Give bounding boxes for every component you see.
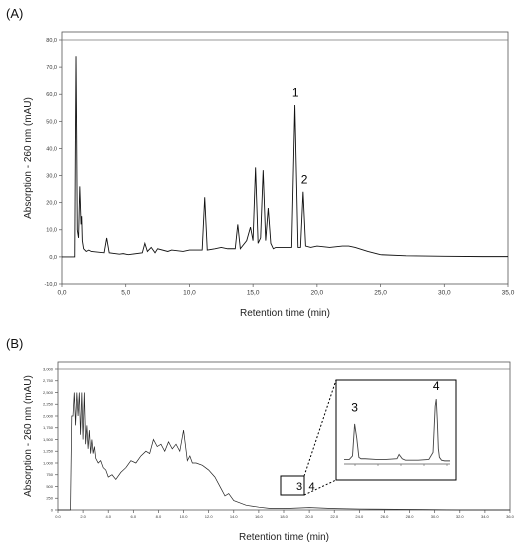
x-tick-label: 36.0: [506, 514, 515, 519]
panel-b-label: (B): [6, 336, 23, 351]
zoom-line-top: [303, 379, 337, 477]
panel-a-y-ticks: -10,0 0,0 10,0 20,0 30,0 40,0 50,0 60,0 70,0 80,0: [44, 38, 62, 288]
inset-series-line: [344, 399, 450, 462]
panel-a-x-axis-title: Retention time (min): [240, 308, 330, 319]
inset-ticks: [354, 464, 448, 466]
x-tick-label: 12.0: [205, 514, 214, 519]
x-tick-label: 28.0: [406, 514, 415, 519]
x-tick-label: 26.0: [381, 514, 390, 519]
x-tick-label: 10.0: [180, 514, 189, 519]
panel-b-series-line: [58, 392, 510, 511]
panel-a: (A) -10,00,010,020,030,040,050,060,070,0…: [6, 6, 515, 319]
x-tick-label: 2.0: [80, 514, 86, 519]
y-tick-label: 1,750: [43, 425, 54, 430]
x-tick-label: 30,0: [438, 290, 451, 297]
x-tick-label: 22.0: [330, 514, 339, 519]
y-tick-label: 40,0: [46, 146, 57, 152]
zoom-line-bottom: [303, 479, 337, 496]
y-tick-label: 1,250: [43, 449, 54, 454]
y-tick-label: 10,0: [46, 228, 57, 234]
x-tick-label: 8.0: [156, 514, 162, 519]
y-tick-label: 750: [46, 472, 53, 477]
inset-zoom: 3 4: [335, 379, 457, 481]
peak-label-2: 2: [301, 172, 308, 186]
y-tick-label: 0: [51, 507, 54, 512]
panel-a-series-line: [62, 56, 508, 258]
y-tick-label: 2,500: [43, 390, 54, 395]
y-tick-label: 50,0: [46, 119, 57, 125]
y-tick-label: 60,0: [46, 92, 57, 98]
y-tick-label: 3,000: [43, 366, 54, 371]
y-tick-label: 1,500: [43, 437, 54, 442]
peaks-highlight-box: [280, 475, 305, 496]
x-tick-label: 34.0: [481, 514, 490, 519]
panel-a-plot-frame: [61, 31, 509, 285]
panel-a-label: (A): [6, 6, 23, 21]
x-tick-label: 32.0: [456, 514, 465, 519]
y-tick-label: 20,0: [46, 201, 57, 207]
y-tick-label: 30,0: [46, 173, 57, 179]
y-tick-label: 250: [46, 496, 53, 501]
peak-label-1: 1: [292, 86, 299, 100]
peak-label-4: 4: [309, 481, 315, 493]
x-tick-label: 20,0: [311, 290, 324, 297]
inset-peak-label-3: 3: [351, 400, 358, 414]
inset-frame: [335, 379, 457, 481]
y-tick-label: 2,750: [43, 378, 54, 383]
peak-label-3: 3: [296, 481, 302, 493]
x-tick-label: 35,0: [502, 290, 515, 297]
panel-b-y-axis-title: Absorption - 260 nm (mAU): [23, 375, 34, 497]
y-tick-label: 70,0: [46, 65, 57, 71]
x-tick-label: 24.0: [355, 514, 364, 519]
y-tick-label: 500: [46, 484, 53, 489]
panel-a-y-axis-title: Absorption - 260 nm (mAU): [23, 97, 34, 219]
y-tick-label: 2,000: [43, 413, 54, 418]
x-tick-label: 10,0: [183, 290, 196, 297]
x-tick-label: 30.0: [431, 514, 440, 519]
panel-b: (B) 0 250 500 750 1,000 1,250 1,500 1,750 2,000 2…: [6, 336, 515, 543]
x-tick-label: 0,0: [57, 290, 66, 297]
panel-b-x-ticks: 0.0 2.0 4.0 6.0 8.0 10.0 12.0 14.0 16.0 18.0 20.0 2…: [55, 510, 515, 519]
panel-b-y-ticks: 0 250 500 750 1,000 1,250 1,500 1,750 2,000 2,250…: [43, 366, 58, 512]
inset-peak-label-4: 4: [433, 379, 440, 393]
y-tick-label: -10,0: [44, 282, 57, 288]
y-tick-label: 1,000: [43, 460, 54, 465]
x-tick-label: 5,0: [121, 290, 130, 297]
panel-b-x-axis-title: Retention time (min): [239, 532, 329, 543]
y-tick-label: 0,0: [49, 255, 57, 261]
x-tick-label: 0.0: [55, 514, 61, 519]
x-tick-label: 20.0: [305, 514, 314, 519]
x-tick-label: 25,0: [374, 290, 387, 297]
y-tick-label: 2,250: [43, 402, 54, 407]
x-tick-label: 6.0: [131, 514, 137, 519]
x-tick-label: 18.0: [280, 514, 289, 519]
x-tick-label: 14.0: [230, 514, 239, 519]
x-tick-label: 4.0: [105, 514, 111, 519]
panel-a-x-ticks: 0,0 5,0 10,0 15,0 20,0 25,0 30,0 35,0: [57, 284, 515, 297]
x-tick-label: 15,0: [247, 290, 260, 297]
x-tick-label: 16.0: [255, 514, 264, 519]
y-tick-label: 80,0: [46, 38, 57, 44]
